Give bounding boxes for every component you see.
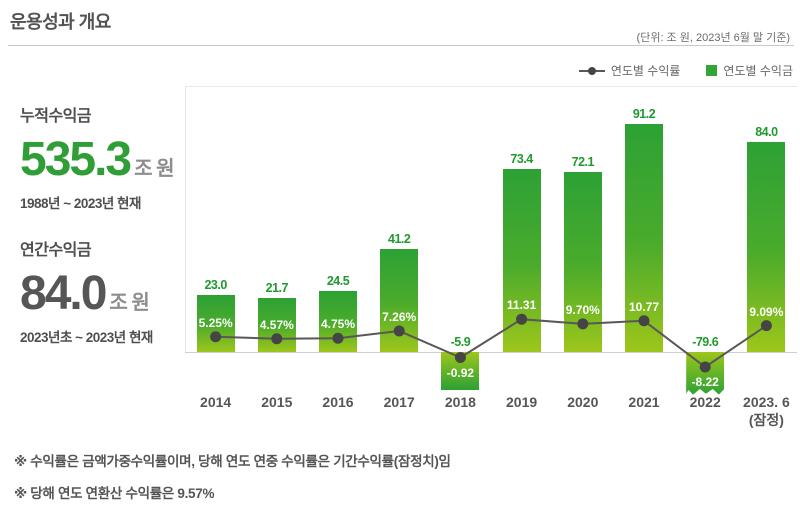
annual-profit-unit: 조 원 <box>109 292 149 314</box>
bar-value-label: -79.6 <box>692 335 719 349</box>
bar-value-label: 91.2 <box>632 107 656 121</box>
return-rate-line <box>210 313 772 373</box>
legend-bar-label: 연도별 수익금 <box>723 64 793 78</box>
legend-item-profit: 연도별 수익금 <box>706 62 793 79</box>
x-axis-label-2023. 6: 2023. 6 (잠정) <box>731 394 800 429</box>
x-axis-sublabel: (잠정) <box>748 411 784 428</box>
y-axis-line <box>185 86 186 352</box>
return-rate-label: 4.57% <box>259 317 294 332</box>
line-marker-dot <box>699 361 711 373</box>
legend-item-return-rate: 연도별 수익률 <box>578 62 681 79</box>
cumulative-profit-label: 누적수익금 <box>20 108 92 125</box>
bar-value-label: 84.0 <box>755 125 778 139</box>
x-axis-label-2016: 2016 <box>322 394 354 410</box>
bar-value-label: -5.9 <box>450 335 471 349</box>
line-marker-dot <box>271 333 283 345</box>
return-rate-label: 9.09% <box>749 304 784 319</box>
bar-2023. 6 <box>747 142 786 352</box>
bar-value-label: 73.4 <box>510 151 533 166</box>
x-axis-zero-line <box>185 352 797 353</box>
return-rate-label: -0.92 <box>446 365 475 380</box>
unit-note: (단위: 조 원, 2023년 6월 말 기준) <box>636 32 790 44</box>
line-marker-dot <box>577 318 589 330</box>
x-axis-label-2022: 2022 <box>689 394 721 410</box>
bar-value-label: 41.2 <box>388 232 411 246</box>
line-marker-dot <box>638 315 650 327</box>
return-rate-label: 7.26% <box>382 309 417 324</box>
footnote-annualized-return: ※ 당해 연도 연환산 수익률은 9.57% <box>14 486 215 501</box>
annual-profit-label: 연간수익금 <box>20 242 92 259</box>
x-axis-label-2021: 2021 <box>628 394 660 410</box>
plot-top-border <box>185 86 797 87</box>
legend-line-label: 연도별 수익률 <box>610 64 681 78</box>
annual-profit-value: 84.0 <box>20 267 107 320</box>
line-marker-dot <box>210 331 222 343</box>
return-rate-label: 11.31 <box>506 298 537 313</box>
x-axis-label-2015: 2015 <box>261 394 293 410</box>
cumulative-profit-period: 1988년 ~ 2023년 현재 <box>20 196 141 211</box>
line-marker-dot <box>516 313 528 325</box>
performance-chart: 연도별 수익률 연도별 수익금 23.0 5.25% 2014 21.7 4.57% 20… <box>185 58 797 438</box>
page-title: 운용성과 개요 <box>10 12 111 32</box>
bar-value-label: 21.7 <box>265 280 289 295</box>
x-axis-label-2020: 2020 <box>567 394 599 410</box>
bar-swatch-icon <box>706 65 718 76</box>
line-marker-dot <box>760 320 772 332</box>
annual-profit-period: 2023년초 ~ 2023년 현재 <box>20 330 153 345</box>
return-rate-label: 9.70% <box>565 302 600 317</box>
line-marker-dot <box>454 352 466 364</box>
cumulative-profit-value: 535.3 <box>20 133 132 186</box>
bar-value-label: 24.5 <box>326 273 350 288</box>
footnote-return-method: ※ 수익률은 금액가중수익률이며, 당해 연도 연중 수익률은 기간수익률(잠정… <box>14 454 451 469</box>
x-axis-label-2018: 2018 <box>444 394 476 410</box>
line-marker-dot <box>393 325 405 337</box>
x-axis-label-2017: 2017 <box>383 394 415 410</box>
title-divider <box>8 45 794 46</box>
x-axis-label-2014: 2014 <box>200 394 232 410</box>
return-rate-label: -8.22 <box>691 375 719 389</box>
x-axis-label-2019: 2019 <box>506 394 538 410</box>
return-rate-label: 5.25% <box>198 315 233 330</box>
return-rate-label: 10.77 <box>628 299 660 314</box>
bar-value-label: 72.1 <box>571 154 595 169</box>
cumulative-profit-unit: 조 원 <box>134 158 174 180</box>
return-rate-label: 4.75% <box>320 317 356 332</box>
line-marker-icon <box>578 66 605 76</box>
chart-legend: 연도별 수익률 연도별 수익금 <box>578 62 793 79</box>
annual-profit-stat: 연간수익금 84.0 조 원 2023년초 ~ 2023년 현재 <box>20 236 190 346</box>
cumulative-profit-stat: 누적수익금 535.3 조 원 1988년 ~ 2023년 현재 <box>20 102 190 212</box>
bar-2014 <box>196 294 235 352</box>
line-marker-dot <box>332 332 344 344</box>
bar-2021 <box>625 124 663 352</box>
bar-value-label: 23.0 <box>204 277 227 292</box>
